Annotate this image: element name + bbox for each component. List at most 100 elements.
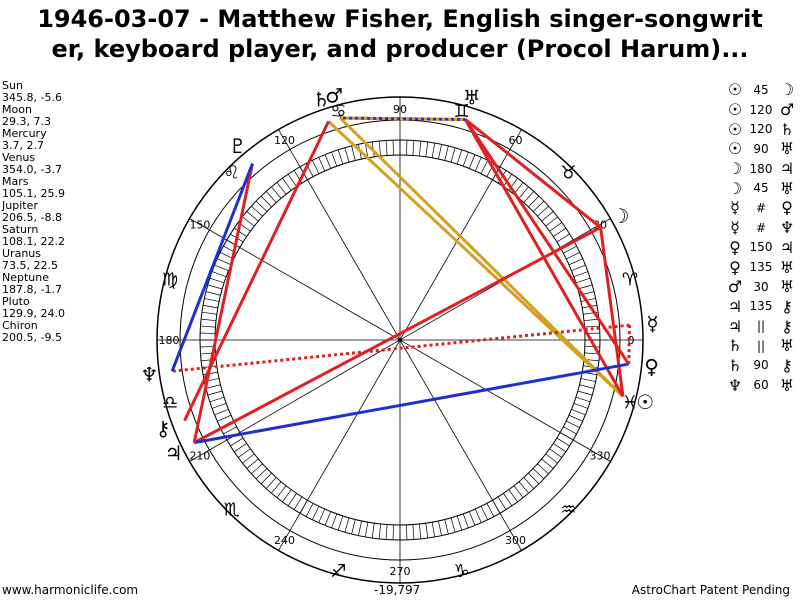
footer-patent-note: AstroChart Patent Pending bbox=[631, 583, 790, 597]
planet-values: 108.1, 22.2 bbox=[2, 235, 65, 248]
planet-values: 73.5, 22.5 bbox=[2, 259, 58, 272]
degree-tick bbox=[205, 291, 221, 296]
degree-tick bbox=[242, 216, 255, 227]
degree-tick bbox=[202, 304, 218, 309]
zodiac-sign-glyph: ♉ bbox=[560, 163, 576, 184]
degree-tick bbox=[287, 493, 297, 507]
degree-tick bbox=[287, 173, 297, 187]
aspect-angle: # bbox=[755, 220, 767, 235]
degree-tick bbox=[211, 271, 227, 278]
planet-values: 29.3, 7.3 bbox=[2, 115, 51, 128]
degree-tick bbox=[364, 522, 369, 538]
zodiac-sign-glyph: ♈ bbox=[622, 269, 638, 290]
degree-tick bbox=[337, 515, 344, 531]
planet-glyph: ☿ bbox=[646, 312, 658, 336]
aspect-angle: 135 bbox=[749, 299, 773, 314]
aspect-line bbox=[171, 323, 630, 373]
degree-label: 60 bbox=[509, 134, 523, 147]
zodiac-sign-glyph: ♒ bbox=[560, 499, 576, 520]
degree-tick bbox=[450, 147, 456, 163]
aspect-planet-a: ♃ bbox=[727, 316, 743, 336]
degree-tick bbox=[563, 245, 577, 254]
planet-glyph: ♃ bbox=[165, 441, 183, 465]
degree-tick bbox=[351, 145, 356, 161]
degree-tick bbox=[344, 147, 350, 163]
degree-tick bbox=[217, 258, 232, 266]
degree-tick bbox=[425, 141, 429, 157]
degree-tick bbox=[305, 503, 314, 517]
aspect-angle: 90 bbox=[753, 358, 769, 373]
aspect-angle: 90 bbox=[753, 141, 769, 156]
degree-tick bbox=[579, 384, 595, 389]
degree-tick bbox=[331, 151, 338, 167]
planet-glyph: ♄ bbox=[312, 88, 330, 112]
aspect-row: ☿ # ♀ bbox=[724, 198, 800, 218]
degree-tick bbox=[474, 157, 482, 172]
degree-tick bbox=[480, 160, 488, 174]
aspect-row: ♄ 90 ⚷ bbox=[724, 356, 800, 376]
aspect-line bbox=[193, 362, 630, 445]
zodiac-sign-glyph: ♑ bbox=[454, 561, 470, 582]
degree-tick bbox=[566, 252, 580, 260]
planet-name: Moon bbox=[2, 103, 32, 116]
aspect-line bbox=[627, 325, 632, 365]
degree-tick bbox=[344, 517, 350, 533]
aspect-line bbox=[464, 118, 630, 365]
degree-tick bbox=[418, 523, 422, 539]
degree-label: 180 bbox=[159, 334, 180, 347]
degree-tick bbox=[378, 523, 382, 539]
aspect-line bbox=[464, 118, 602, 229]
aspect-row: ♂ 30 ♅ bbox=[724, 277, 800, 297]
aspect-row: ♃ || ⚷ bbox=[724, 316, 800, 336]
degree-tick bbox=[486, 503, 495, 517]
degree-tick bbox=[584, 325, 600, 328]
footer-number: -19,797 bbox=[374, 583, 421, 597]
aspect-angle: # bbox=[755, 200, 767, 215]
aspect-angle: 120 bbox=[749, 102, 773, 117]
planet-glyph: ♅ bbox=[463, 85, 481, 109]
degree-tick bbox=[201, 311, 217, 315]
planet-name: Sun bbox=[2, 79, 23, 92]
degree-tick bbox=[223, 426, 237, 435]
aspect-planet-b: ♄ bbox=[779, 119, 795, 139]
degree-tick bbox=[573, 271, 589, 278]
degree-tick bbox=[358, 520, 362, 536]
degree-tick bbox=[392, 524, 394, 540]
degree-tick bbox=[508, 489, 518, 503]
degree-tick bbox=[553, 227, 567, 237]
aspect-line bbox=[193, 226, 602, 444]
aspect-row: ☉ 120 ♄ bbox=[724, 119, 800, 139]
degree-tick bbox=[456, 149, 463, 165]
degree-tick bbox=[276, 182, 287, 195]
degree-tick bbox=[246, 458, 259, 469]
degree-tick bbox=[209, 277, 225, 284]
aspect-planet-a: ♀ bbox=[729, 237, 741, 257]
planet-name: Neptune bbox=[2, 271, 50, 284]
degree-tick bbox=[513, 485, 524, 498]
zodiac-sign-glyph: ♐ bbox=[330, 561, 346, 582]
aspect-planet-b: ♂ bbox=[779, 100, 795, 120]
aspect-line bbox=[170, 163, 254, 372]
aspect-row: ♄ || ♅ bbox=[724, 336, 800, 356]
degree-tick bbox=[209, 396, 225, 403]
aspect-planet-b: ♅ bbox=[779, 139, 795, 159]
degree-tick bbox=[233, 227, 247, 237]
degree-tick bbox=[571, 408, 586, 416]
degree-tick bbox=[577, 284, 593, 290]
degree-label: 330 bbox=[590, 450, 611, 463]
degree-tick bbox=[584, 346, 600, 348]
aspect-line bbox=[183, 120, 330, 422]
degree-tick bbox=[497, 496, 507, 510]
degree-tick bbox=[474, 508, 482, 523]
planet-name: Jupiter bbox=[2, 199, 38, 212]
aspect-planet-a: ♄ bbox=[727, 336, 743, 356]
degree-label: 150 bbox=[189, 219, 210, 232]
degree-tick bbox=[556, 233, 570, 243]
footer-site-link[interactable]: www.harmoniclife.com bbox=[2, 583, 139, 597]
degree-tick bbox=[371, 523, 375, 539]
degree-tick bbox=[580, 378, 596, 382]
zodiac-sign-glyph: ♌ bbox=[224, 163, 240, 184]
degree-tick bbox=[214, 264, 229, 272]
degree-tick bbox=[200, 332, 216, 334]
